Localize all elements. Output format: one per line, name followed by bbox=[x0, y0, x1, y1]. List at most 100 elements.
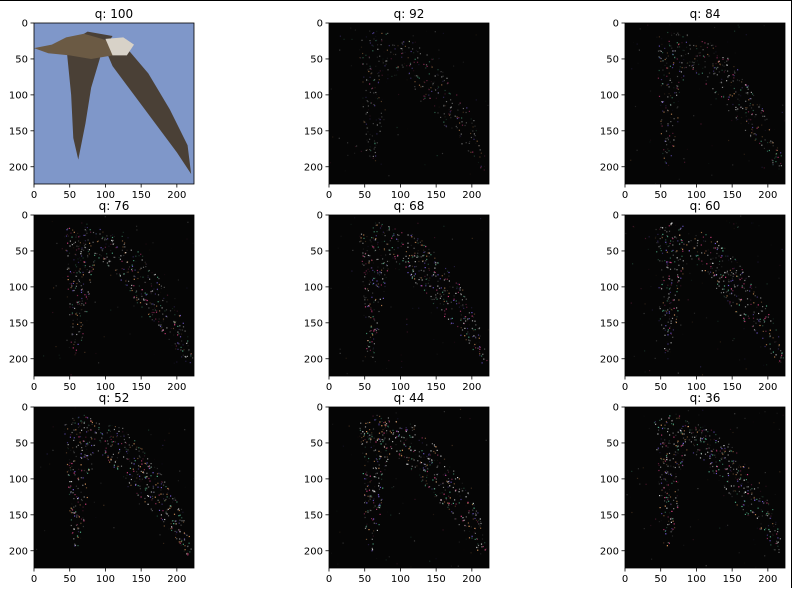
speckle bbox=[747, 486, 749, 488]
speckle bbox=[401, 52, 403, 55]
speckle bbox=[780, 162, 782, 165]
speckle bbox=[732, 461, 734, 463]
speckle bbox=[160, 324, 162, 326]
speckle bbox=[404, 45, 406, 47]
speckle bbox=[695, 435, 697, 437]
speckle bbox=[392, 433, 394, 435]
speckle bbox=[479, 518, 481, 520]
speckle bbox=[330, 287, 332, 289]
speckle bbox=[664, 329, 666, 331]
speckle bbox=[405, 439, 407, 441]
speckle bbox=[83, 421, 86, 423]
speckle bbox=[677, 276, 679, 278]
speckle bbox=[758, 482, 760, 484]
speckle bbox=[658, 320, 660, 322]
speckle bbox=[164, 439, 166, 441]
speckle bbox=[365, 270, 367, 272]
speckle bbox=[750, 503, 753, 505]
speckle bbox=[367, 254, 369, 256]
speckle bbox=[672, 432, 674, 434]
speckle bbox=[672, 64, 674, 66]
speckle bbox=[445, 499, 447, 501]
speckle bbox=[137, 485, 139, 487]
speckle bbox=[430, 285, 433, 287]
speckle bbox=[667, 329, 669, 331]
speckle bbox=[384, 421, 386, 423]
speckle bbox=[158, 321, 160, 323]
speckle bbox=[680, 430, 682, 432]
speckle bbox=[658, 483, 660, 485]
speckle bbox=[644, 350, 646, 352]
speckle bbox=[468, 324, 470, 326]
speckle bbox=[71, 313, 73, 316]
speckle bbox=[81, 300, 83, 302]
speckle bbox=[482, 534, 484, 536]
speckle bbox=[441, 275, 443, 277]
speckle bbox=[670, 503, 672, 505]
speckle bbox=[339, 348, 341, 350]
speckle bbox=[111, 241, 113, 243]
speckle bbox=[99, 233, 101, 235]
speckle bbox=[473, 330, 475, 332]
speckle bbox=[717, 283, 719, 285]
speckle bbox=[671, 420, 673, 422]
speckle bbox=[724, 447, 726, 449]
speckle bbox=[751, 222, 753, 224]
speckle bbox=[467, 501, 469, 503]
speckle bbox=[382, 267, 385, 269]
x-tick-label: 50 bbox=[358, 382, 371, 393]
speckle bbox=[467, 331, 469, 333]
speckle bbox=[657, 240, 659, 242]
speckle bbox=[395, 261, 398, 263]
speckle bbox=[182, 344, 184, 346]
x-tick-label: 0 bbox=[326, 574, 332, 585]
speckle bbox=[78, 516, 80, 518]
speckle bbox=[407, 128, 408, 129]
speckle bbox=[766, 537, 768, 540]
speckle bbox=[68, 346, 70, 349]
speckle bbox=[369, 91, 371, 93]
speckle bbox=[166, 316, 168, 318]
speckle bbox=[669, 470, 670, 471]
speckle bbox=[448, 502, 450, 504]
speckle bbox=[659, 476, 661, 478]
speckle bbox=[91, 438, 93, 440]
speckle bbox=[399, 450, 401, 452]
speckle bbox=[81, 276, 83, 278]
speckle bbox=[134, 440, 136, 442]
speckle bbox=[658, 429, 660, 431]
speckle bbox=[753, 320, 755, 322]
speckle bbox=[713, 274, 716, 276]
speckle bbox=[740, 477, 742, 479]
speckle bbox=[670, 224, 672, 226]
speckle bbox=[372, 428, 375, 430]
speckle bbox=[173, 306, 175, 308]
speckle bbox=[363, 295, 365, 297]
speckle bbox=[71, 503, 73, 505]
speckle bbox=[114, 441, 116, 443]
speckle bbox=[386, 60, 388, 62]
speckle bbox=[411, 236, 413, 238]
speckle bbox=[391, 447, 393, 450]
speckle bbox=[681, 239, 683, 242]
speckle bbox=[670, 121, 672, 123]
speckle bbox=[666, 231, 668, 233]
speckle bbox=[730, 93, 732, 95]
subplot-title: q: 52 bbox=[99, 391, 130, 405]
speckle bbox=[397, 45, 399, 47]
speckle bbox=[79, 312, 81, 314]
speckle bbox=[369, 495, 371, 497]
speckle bbox=[118, 273, 121, 275]
speckle bbox=[683, 158, 685, 160]
speckle bbox=[464, 335, 466, 337]
speckle bbox=[776, 540, 778, 542]
speckle bbox=[135, 291, 137, 293]
speckle bbox=[709, 435, 711, 437]
speckle bbox=[382, 468, 383, 469]
speckle bbox=[770, 536, 772, 538]
speckle bbox=[734, 274, 736, 276]
speckle bbox=[727, 480, 729, 482]
speckle bbox=[432, 58, 434, 60]
speckle bbox=[392, 429, 394, 431]
speckle bbox=[362, 97, 364, 99]
